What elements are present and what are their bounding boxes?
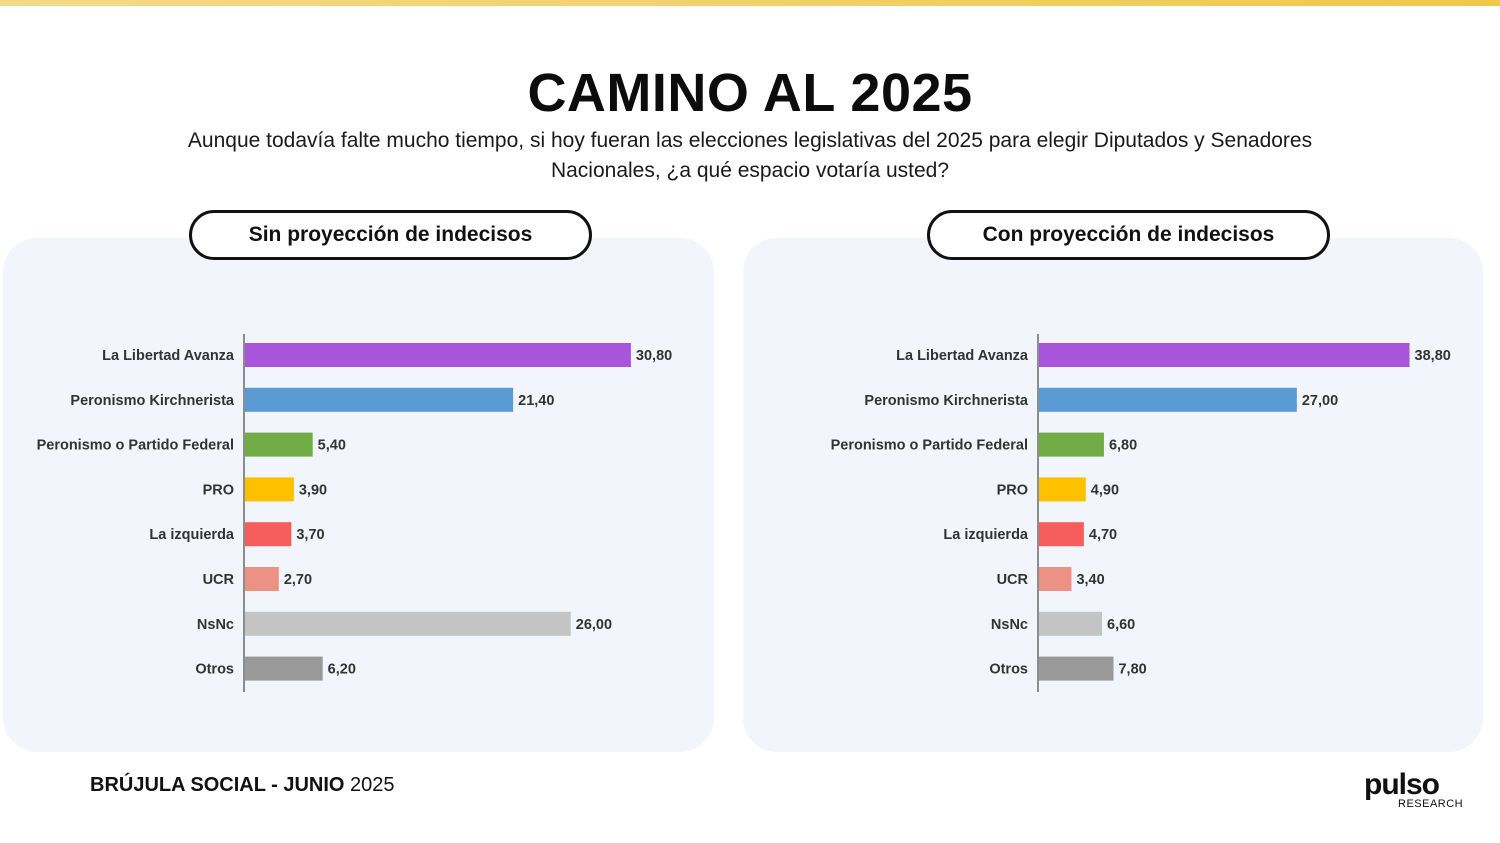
logo-subtitle: RESEARCH	[1398, 798, 1464, 810]
left-bar-otros	[245, 656, 323, 681]
footer-bold-text: BRÚJULA SOCIAL - JUNIO	[90, 774, 345, 796]
logo-wordmark: pulso	[1364, 768, 1440, 801]
left-category-label-peronismo-o-partido-federal: Peronismo o Partido Federal	[37, 438, 234, 454]
left-bar-la-izquierda	[245, 522, 292, 547]
right-bar-la-libertad-avanza	[1039, 343, 1410, 367]
bar-chart-con-proyeccion: La Libertad Avanza 38,80 Peronismo Kirchne…	[831, 334, 1451, 692]
top-accent-bar	[0, 0, 1500, 6]
right-bar-pro	[1039, 477, 1086, 502]
left-bar-la-libertad-avanza	[245, 343, 631, 367]
left-category-label-ucr: UCR	[203, 572, 235, 588]
footer-source: BRÚJULA SOCIAL - JUNIO 2025	[90, 774, 395, 797]
chart-title-left: Sin proyección de indecisos	[189, 210, 592, 260]
page-title: CAMINO AL 2025	[527, 63, 973, 123]
footer-year: 2025	[350, 774, 395, 796]
left-value-label-ucr: 2,70	[284, 572, 312, 588]
left-category-label-pro: PRO	[203, 482, 234, 498]
left-bar-ucr	[245, 567, 279, 591]
right-category-label-la-libertad-avanza: La Libertad Avanza	[896, 348, 1029, 364]
right-bar-la-izquierda	[1039, 522, 1084, 547]
left-value-label-peronismo-o-partido-federal: 5,40	[318, 438, 346, 454]
left-bar-peronismo-kirchnerista	[245, 387, 514, 412]
left-value-label-la-izquierda: 3,70	[296, 527, 324, 543]
right-category-label-la-izquierda: La izquierda	[943, 527, 1029, 543]
left-category-label-otros: Otros	[195, 662, 234, 678]
right-bar-otros	[1039, 656, 1114, 681]
left-value-label-nsnc: 26,00	[576, 617, 612, 633]
right-category-label-peronismo-o-partido-federal: Peronismo o Partido Federal	[831, 438, 1028, 454]
right-value-label-peronismo-o-partido-federal: 6,80	[1109, 438, 1137, 454]
left-category-label-nsnc: NsNc	[197, 617, 234, 633]
left-value-label-pro: 3,90	[299, 482, 327, 498]
right-category-label-ucr: UCR	[997, 572, 1029, 588]
right-category-label-otros: Otros	[989, 662, 1028, 678]
left-category-label-peronismo-kirchnerista: Peronismo Kirchnerista	[70, 393, 235, 409]
left-value-label-otros: 6,20	[328, 662, 356, 678]
left-value-label-peronismo-kirchnerista: 21,40	[518, 393, 554, 409]
right-category-label-nsnc: NsNc	[991, 617, 1028, 633]
right-value-label-peronismo-kirchnerista: 27,00	[1302, 393, 1338, 409]
right-value-label-pro: 4,90	[1091, 482, 1119, 498]
left-value-label-la-libertad-avanza: 30,80	[636, 348, 672, 364]
right-value-label-la-izquierda: 4,70	[1089, 527, 1117, 543]
chart-title-right: Con proyección de indecisos	[927, 210, 1330, 260]
right-bar-peronismo-kirchnerista	[1039, 387, 1297, 412]
right-value-label-la-libertad-avanza: 38,80	[1415, 348, 1451, 364]
left-bar-peronismo-o-partido-federal	[245, 432, 313, 457]
left-category-label-la-izquierda: La izquierda	[149, 527, 235, 543]
page-subtitle: Aunque todavía falte mucho tiempo, si ho…	[187, 129, 1313, 182]
right-value-label-ucr: 3,40	[1076, 572, 1104, 588]
right-bar-peronismo-o-partido-federal	[1039, 432, 1104, 457]
right-bar-nsnc	[1039, 611, 1103, 636]
right-value-label-otros: 7,80	[1118, 662, 1146, 678]
right-bar-ucr	[1039, 567, 1072, 591]
left-bar-pro	[245, 477, 294, 502]
left-category-label-la-libertad-avanza: La Libertad Avanza	[102, 348, 235, 364]
pulso-logo: pulso RESEARCH	[1364, 768, 1464, 814]
chart-panel-left	[3, 238, 714, 752]
bar-chart-sin-proyeccion: La Libertad Avanza 30,80 Peronismo Kirchne…	[37, 334, 672, 692]
right-category-label-peronismo-kirchnerista: Peronismo Kirchnerista	[864, 393, 1029, 409]
left-bar-nsnc	[245, 611, 571, 636]
right-category-label-pro: PRO	[997, 482, 1028, 498]
right-value-label-nsnc: 6,60	[1107, 617, 1135, 633]
